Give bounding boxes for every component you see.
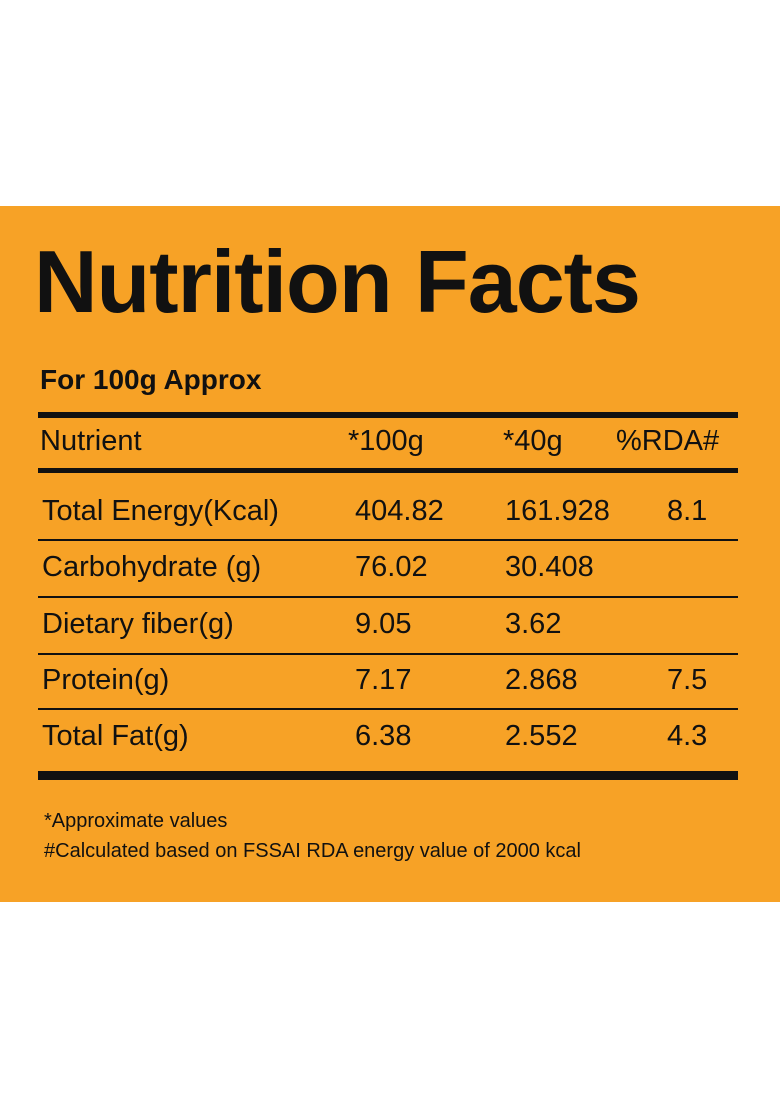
row-per-100g: 76.02 — [355, 551, 428, 583]
nutrition-facts-panel: Nutrition Facts For 100g Approx Nutrient… — [0, 206, 780, 902]
row-per-40g: 2.868 — [505, 664, 578, 696]
row-per-40g: 161.928 — [505, 495, 610, 527]
row-divider — [38, 653, 738, 655]
row-per-40g: 2.552 — [505, 720, 578, 752]
header-rule — [38, 468, 738, 473]
row-nutrient: Protein(g) — [42, 664, 170, 696]
row-nutrient: Dietary fiber(g) — [42, 608, 234, 640]
header-per-40g: *40g — [503, 425, 563, 457]
table-top-rule — [38, 412, 738, 418]
row-per-100g: 404.82 — [355, 495, 444, 527]
row-per-100g: 7.17 — [355, 664, 412, 696]
row-per-100g: 9.05 — [355, 608, 412, 640]
row-nutrient: Carbohydrate (g) — [42, 551, 262, 583]
footnote-rda-basis: #Calculated based on FSSAI RDA energy va… — [44, 840, 581, 862]
row-divider — [38, 539, 738, 541]
row-per-100g: 6.38 — [355, 720, 412, 752]
footnote-approximate: *Approximate values — [44, 810, 228, 832]
row-divider — [38, 708, 738, 710]
row-per-40g: 3.62 — [505, 608, 562, 640]
row-rda: 8.1 — [667, 495, 708, 527]
header-per-100g: *100g — [348, 425, 424, 457]
table-bottom-rule — [38, 771, 738, 780]
row-nutrient: Total Energy(Kcal) — [42, 495, 279, 527]
row-per-40g: 30.408 — [505, 551, 594, 583]
row-nutrient: Total Fat(g) — [42, 720, 189, 752]
header-rda: %RDA# — [616, 425, 720, 457]
serving-size: For 100g Approx — [40, 364, 262, 395]
nutrition-facts-title: Nutrition Facts — [34, 232, 641, 331]
row-divider — [38, 596, 738, 598]
row-rda: 4.3 — [667, 720, 708, 752]
header-nutrient: Nutrient — [40, 425, 142, 457]
row-rda: 7.5 — [667, 664, 708, 696]
